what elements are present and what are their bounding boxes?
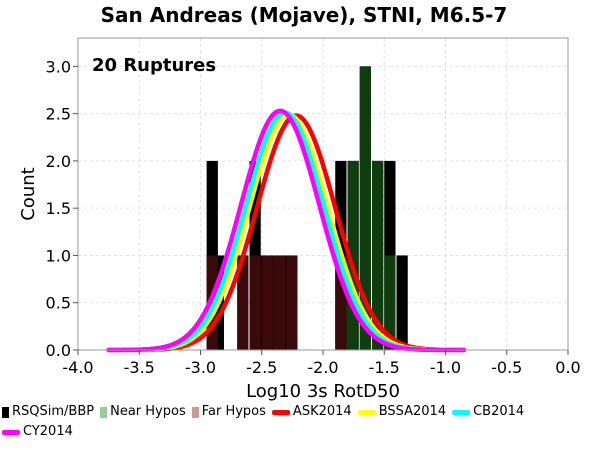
bar-far-hypos bbox=[286, 255, 298, 350]
legend-label-ask2014: ASK2014 bbox=[292, 404, 352, 419]
legend-label-bssa2014: BSSA2014 bbox=[378, 404, 447, 419]
legend-item-cb2014: CB2014 bbox=[452, 404, 524, 420]
legend-swatch-near-hypos bbox=[100, 406, 108, 418]
legend-label-cy2014: CY2014 bbox=[23, 424, 73, 439]
gmpe-curves bbox=[106, 108, 467, 353]
bar-near-hypos bbox=[347, 160, 359, 350]
y-tick-label: 0.0 bbox=[46, 341, 71, 360]
legend-swatch-cb2014 bbox=[452, 409, 471, 415]
bar-far-hypos bbox=[237, 255, 249, 350]
legend-label-near-hypos: Near Hypos bbox=[110, 404, 186, 419]
y-tick-label: 1.5 bbox=[46, 199, 71, 218]
y-tick-label: 1.0 bbox=[46, 246, 71, 265]
y-tick-label: 3.0 bbox=[46, 57, 71, 76]
legend-item-cy2014: CY2014 bbox=[2, 424, 73, 440]
bar-rsqsim-bbp bbox=[280, 255, 292, 350]
legend-swatch-bssa2014 bbox=[357, 409, 376, 415]
legend-swatch-ask2014 bbox=[271, 409, 290, 415]
chart-title: San Andreas (Mojave), STNI, M6.5-7 bbox=[101, 3, 508, 27]
legend-item-far-hypos: Far Hypos bbox=[191, 404, 266, 420]
x-tick-label: -2.0 bbox=[307, 358, 338, 377]
x-tick-label: 0.0 bbox=[555, 358, 580, 377]
x-tick-label: -1.0 bbox=[430, 358, 461, 377]
legend-swatch-far-hypos bbox=[191, 406, 199, 418]
y-tick-label: 2.0 bbox=[46, 152, 71, 171]
bar-far-hypos bbox=[274, 255, 286, 350]
x-tick-label: -3.0 bbox=[185, 358, 216, 377]
curve-cy2014 bbox=[106, 108, 467, 353]
legend-swatch-rsqsim bbox=[2, 406, 9, 418]
legend-item-ask2014: ASK2014 bbox=[271, 404, 352, 420]
legend-swatch-cy2014 bbox=[2, 429, 20, 435]
y-tick-label: 0.5 bbox=[46, 294, 71, 313]
legend-label-cb2014: CB2014 bbox=[473, 404, 525, 419]
legend-label-far-hypos: Far Hypos bbox=[201, 404, 266, 419]
bar-near-hypos bbox=[359, 66, 371, 350]
bar-far-hypos bbox=[335, 255, 347, 350]
legend-label-rsqsim: RSQSim/BBP bbox=[12, 404, 95, 419]
bar-near-hypos bbox=[341, 255, 353, 350]
legend-item-near-hypos: Near Hypos bbox=[100, 404, 186, 420]
bar-rsqsim-bbp bbox=[255, 255, 267, 350]
x-tick-label: -0.5 bbox=[491, 358, 522, 377]
bar-rsqsim-bbp bbox=[267, 255, 280, 350]
bar-near-hypos bbox=[384, 255, 396, 350]
legend-item-bssa2014: BSSA2014 bbox=[357, 404, 447, 420]
x-axis-label: Log10 3s RotD50 bbox=[246, 381, 400, 402]
bar-rsqsim-bbp bbox=[396, 255, 408, 350]
legend: RSQSim/BBP Near Hypos Far Hypos ASK2014 … bbox=[2, 404, 598, 440]
x-tick-label: -4.0 bbox=[62, 358, 93, 377]
bar-far-hypos bbox=[249, 255, 261, 350]
x-tick-label: -3.5 bbox=[124, 358, 155, 377]
x-tick-label: -2.5 bbox=[246, 358, 277, 377]
bar-far-hypos bbox=[261, 255, 273, 350]
rupture-count-annotation: 20 Ruptures bbox=[92, 55, 216, 76]
x-tick-label: -1.5 bbox=[369, 358, 400, 377]
y-axis-label: Count bbox=[18, 167, 39, 220]
legend-item-rsqsim: RSQSim/BBP bbox=[2, 404, 94, 420]
y-tick-label: 2.5 bbox=[46, 105, 71, 124]
bar-near-hypos bbox=[372, 160, 384, 350]
y-axis-ticks: 0.0 0.5 1.0 1.5 2.0 2.5 3.0 bbox=[46, 57, 78, 360]
x-axis-ticks: -4.0 -3.5 -3.0 -2.5 -2.0 -1.5 -1.0 -0.5 0.0 bbox=[62, 350, 581, 377]
